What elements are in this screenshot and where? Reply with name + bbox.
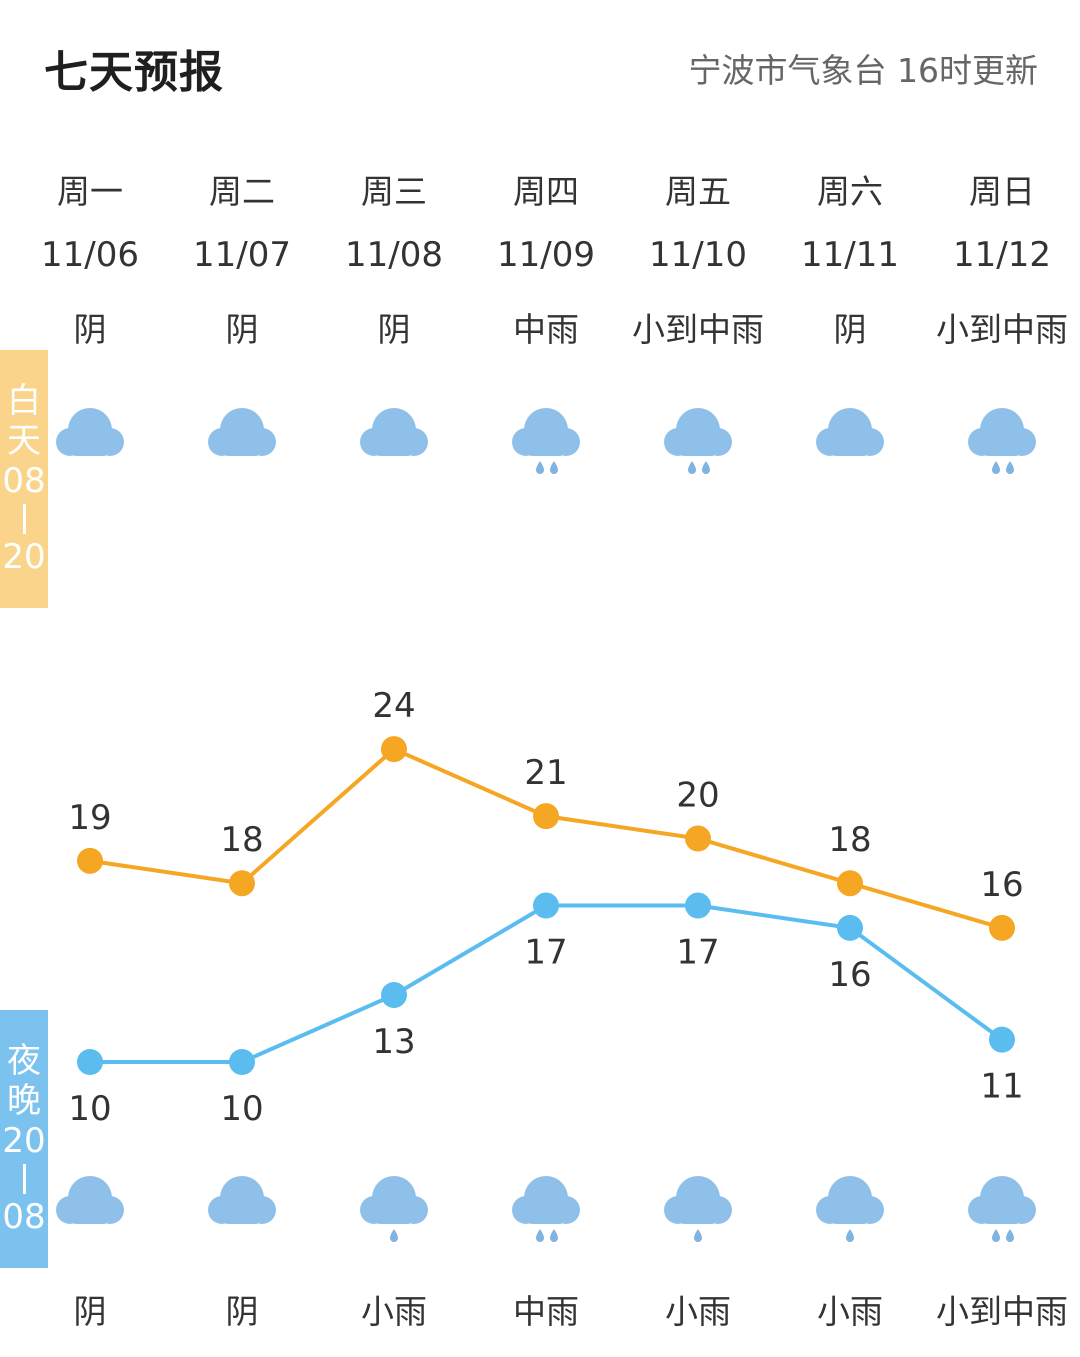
low-temp-label: 13 <box>372 1022 415 1062</box>
day-condition-label: 小到中雨 <box>936 310 1068 349</box>
daytime-label-2: 天 <box>7 421 41 461</box>
low-temp-point <box>381 981 407 1008</box>
high-temp-label: 19 <box>68 798 111 838</box>
high-temp-label: 24 <box>372 686 415 726</box>
high-temp-label: 18 <box>828 820 871 860</box>
date-label: 11/08 <box>345 235 443 275</box>
cloud-icon <box>50 1166 130 1246</box>
date-label: 11/09 <box>497 235 595 275</box>
high-temp-point <box>533 803 559 830</box>
high-temp-point <box>77 847 103 874</box>
date-label: 11/06 <box>41 235 139 275</box>
weekday-label: 周六 <box>817 172 883 211</box>
moderate-rain-icon <box>962 398 1042 478</box>
night-condition-label: 阴 <box>225 1292 259 1331</box>
low-temp-point <box>229 1049 255 1075</box>
moderate-rain-icon <box>658 398 738 478</box>
low-temp-label: 10 <box>68 1089 111 1129</box>
day-condition-label: 阴 <box>833 310 867 349</box>
night-condition-label: 小到中雨 <box>936 1292 1068 1331</box>
night-condition-label: 阴 <box>73 1292 107 1331</box>
low-temp-label: 17 <box>524 933 567 973</box>
high-temp-label: 20 <box>676 776 719 816</box>
date-label: 11/11 <box>801 235 899 275</box>
cloud-icon <box>50 398 130 478</box>
high-temp-label: 21 <box>524 753 567 793</box>
day-condition-label: 阴 <box>225 310 259 349</box>
weekday-label: 周二 <box>209 172 275 211</box>
low-temp-point <box>77 1049 103 1075</box>
cloud-icon <box>810 398 890 478</box>
light-rain-icon <box>354 1166 434 1246</box>
night-label-1: 夜 <box>7 1041 41 1081</box>
night-condition-label: 小雨 <box>665 1292 731 1331</box>
moderate-rain-icon <box>506 398 586 478</box>
day-condition-label: 阴 <box>377 310 411 349</box>
low-temp-label: 10 <box>220 1089 263 1129</box>
date-label: 11/12 <box>953 235 1051 275</box>
low-temp-label: 17 <box>676 933 719 973</box>
high-temp-label: 16 <box>980 865 1023 905</box>
high-temp-point <box>229 870 255 897</box>
low-temp-point <box>989 1026 1015 1053</box>
weekday-label: 周三 <box>361 172 427 211</box>
weekday-label: 周五 <box>665 172 731 211</box>
night-condition-label: 小雨 <box>361 1292 427 1331</box>
badge-divider <box>22 1164 26 1194</box>
cloud-icon <box>202 398 282 478</box>
low-temp-point <box>837 914 863 941</box>
high-temp-point <box>989 914 1015 941</box>
date-label: 11/07 <box>193 235 291 275</box>
day-condition-label: 小到中雨 <box>632 310 764 349</box>
daytime-label-1: 白 <box>7 381 41 421</box>
high-temp-label: 18 <box>220 820 263 860</box>
cloud-icon <box>354 398 434 478</box>
high-temp-point <box>685 825 711 852</box>
night-badge: 夜 晚 20 08 <box>0 1010 48 1268</box>
light-rain-icon <box>810 1166 890 1246</box>
cloud-icon <box>202 1166 282 1246</box>
daytime-badge: 白 天 08 20 <box>0 350 48 608</box>
update-source: 宁波市气象台 16时更新 <box>688 51 1038 90</box>
daytime-end: 20 <box>2 537 46 577</box>
daytime-start: 08 <box>2 461 46 501</box>
page-title: 七天预报 <box>44 47 224 98</box>
badge-divider <box>22 504 26 534</box>
low-temp-label: 16 <box>828 955 871 995</box>
night-label-2: 晚 <box>7 1081 41 1121</box>
night-condition-label: 中雨 <box>513 1292 579 1331</box>
day-condition-label: 阴 <box>73 310 107 349</box>
low-temp-point <box>533 892 559 919</box>
weekday-label: 周一 <box>57 172 123 211</box>
night-end: 08 <box>2 1197 46 1237</box>
night-start: 20 <box>2 1121 46 1161</box>
moderate-rain-icon <box>962 1166 1042 1246</box>
weekday-label: 周四 <box>513 172 579 211</box>
weekday-label: 周日 <box>969 172 1035 211</box>
low-temp-point <box>685 892 711 919</box>
date-label: 11/10 <box>649 235 747 275</box>
low-temp-label: 11 <box>980 1067 1023 1107</box>
high-temp-point <box>837 870 863 897</box>
light-rain-icon <box>658 1166 738 1246</box>
moderate-rain-icon <box>506 1166 586 1246</box>
day-condition-label: 中雨 <box>513 310 579 349</box>
high-temp-point <box>381 736 407 763</box>
night-condition-label: 小雨 <box>817 1292 883 1331</box>
